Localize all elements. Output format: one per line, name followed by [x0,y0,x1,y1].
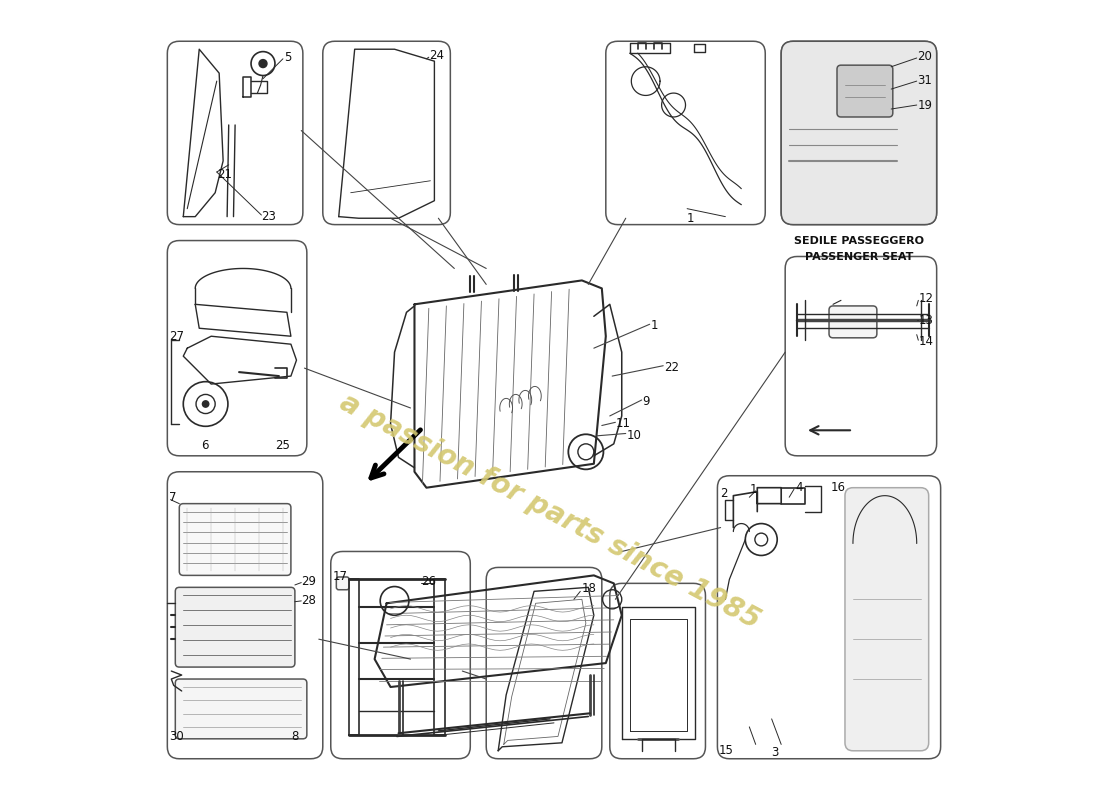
FancyBboxPatch shape [331,551,471,758]
FancyBboxPatch shape [717,476,940,758]
FancyBboxPatch shape [486,567,602,758]
Text: SEDILE PASSEGGERO: SEDILE PASSEGGERO [794,235,924,246]
Text: 7: 7 [169,490,176,504]
FancyBboxPatch shape [609,583,705,758]
Text: 8: 8 [290,730,298,743]
Text: 15: 15 [719,744,734,758]
Text: 13: 13 [920,314,934,326]
Text: 12: 12 [920,292,934,306]
Text: 14: 14 [920,334,934,347]
FancyBboxPatch shape [829,306,877,338]
Text: 5: 5 [284,50,292,64]
Text: 9: 9 [642,395,650,408]
FancyBboxPatch shape [781,42,937,225]
FancyBboxPatch shape [322,42,450,225]
Text: 26: 26 [421,575,436,588]
Text: 17: 17 [333,570,349,583]
FancyBboxPatch shape [837,65,893,117]
Text: 23: 23 [262,210,276,223]
FancyBboxPatch shape [781,42,937,225]
Text: 20: 20 [917,50,933,63]
FancyBboxPatch shape [337,577,349,590]
FancyBboxPatch shape [845,488,928,750]
Circle shape [202,401,209,407]
FancyBboxPatch shape [179,504,290,575]
FancyBboxPatch shape [167,472,322,758]
Text: 18: 18 [582,582,597,595]
Text: 6: 6 [201,439,208,452]
Text: 1: 1 [688,212,694,225]
Text: 24: 24 [430,49,444,62]
Text: a passion for parts since 1985: a passion for parts since 1985 [336,389,764,634]
Text: 21: 21 [217,168,232,181]
Text: 27: 27 [169,330,184,342]
Text: 11: 11 [616,418,631,430]
FancyBboxPatch shape [175,679,307,739]
Text: 1: 1 [650,319,658,332]
Text: 2: 2 [719,486,727,500]
Text: 29: 29 [301,575,317,588]
FancyBboxPatch shape [167,241,307,456]
Circle shape [258,59,267,67]
Text: 19: 19 [917,98,933,111]
Text: PASSENGER SEAT: PASSENGER SEAT [805,251,913,262]
Text: 30: 30 [169,730,184,743]
Text: 22: 22 [664,361,679,374]
FancyBboxPatch shape [167,42,302,225]
FancyBboxPatch shape [175,587,295,667]
Text: 1: 1 [749,482,757,496]
Text: 28: 28 [301,594,316,607]
Text: 16: 16 [830,481,846,494]
FancyBboxPatch shape [606,42,766,225]
Text: 3: 3 [771,746,779,759]
Text: 25: 25 [275,439,289,452]
Text: 4: 4 [795,481,803,494]
Text: 31: 31 [917,74,933,87]
FancyBboxPatch shape [785,257,937,456]
Text: 10: 10 [627,429,641,442]
